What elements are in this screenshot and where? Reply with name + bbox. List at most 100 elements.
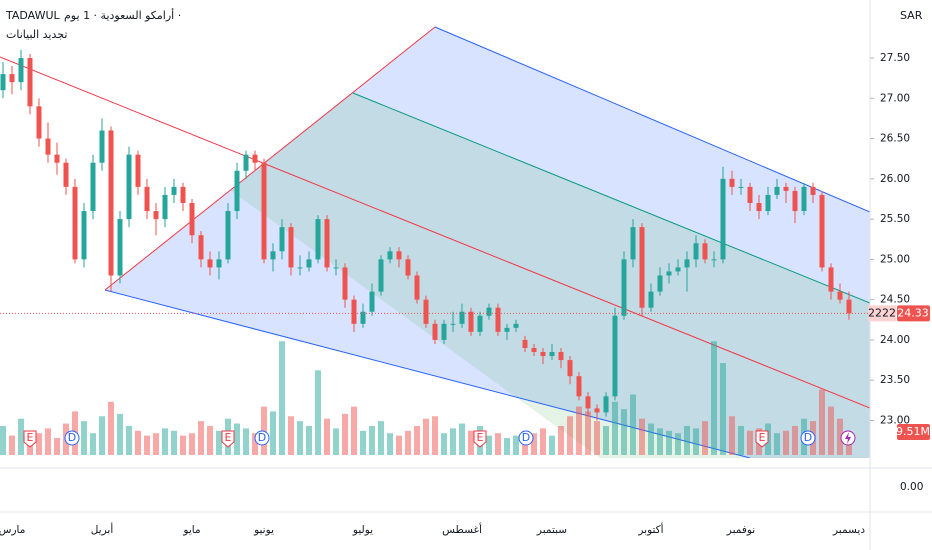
volume-bar bbox=[288, 416, 294, 455]
event-icon bbox=[254, 430, 270, 446]
x-tick-label: أبريل bbox=[91, 522, 114, 536]
volume-bar bbox=[216, 430, 222, 455]
candle-body bbox=[306, 259, 312, 268]
volume-bar bbox=[567, 416, 573, 455]
candle-body bbox=[486, 307, 492, 316]
volume-bar bbox=[675, 433, 681, 455]
candle-body bbox=[702, 243, 708, 260]
candle-body bbox=[621, 259, 627, 316]
volume-bar bbox=[612, 401, 618, 455]
volume-bar bbox=[450, 428, 456, 455]
x-tick-label: أكتوبر bbox=[637, 522, 663, 536]
y-tick-label: 27.50 bbox=[880, 52, 910, 64]
volume-bar bbox=[549, 435, 555, 455]
volume-bar bbox=[243, 428, 249, 455]
volume-bar bbox=[108, 401, 114, 455]
volume-bar bbox=[126, 425, 132, 455]
volume-bar bbox=[711, 341, 717, 455]
candle-body bbox=[675, 267, 681, 272]
status: تجديد البيانات bbox=[6, 28, 67, 41]
candle-body bbox=[846, 299, 852, 314]
drawings bbox=[0, 26, 870, 458]
volume-label: 9.51M bbox=[896, 425, 930, 438]
event-label: E bbox=[27, 431, 34, 444]
candle-body bbox=[324, 219, 330, 268]
candle-body bbox=[351, 299, 357, 324]
volume-pane bbox=[0, 341, 852, 455]
candle-body bbox=[684, 259, 690, 268]
last-price-box bbox=[897, 305, 930, 322]
y-tick-label: 23.00 bbox=[880, 414, 910, 426]
volume-bar bbox=[279, 341, 285, 455]
volume-bar bbox=[90, 433, 96, 455]
volume-bar bbox=[315, 370, 321, 455]
volume-bar bbox=[135, 430, 141, 455]
volume-bar bbox=[396, 435, 402, 455]
candle-body bbox=[432, 323, 438, 340]
volume-bar bbox=[189, 433, 195, 455]
split-bolt bbox=[845, 432, 851, 444]
candle-body bbox=[297, 267, 303, 269]
volume-bar bbox=[819, 389, 825, 455]
event-label: D bbox=[522, 431, 530, 444]
volume-bar bbox=[117, 413, 123, 455]
candle-body bbox=[612, 315, 618, 397]
x-tick-label: أغسطس bbox=[442, 522, 482, 536]
y-tick-label: 24.00 bbox=[880, 334, 910, 346]
trend-line bbox=[0, 56, 870, 409]
candle-body bbox=[414, 275, 420, 300]
candle-body bbox=[315, 219, 321, 260]
volume-bar bbox=[513, 435, 519, 455]
volume-bar bbox=[36, 433, 42, 455]
volume-bar bbox=[252, 433, 258, 455]
x-tick-label: مايو bbox=[182, 524, 200, 536]
y-tick-label: 27.00 bbox=[880, 92, 910, 104]
volume-bar bbox=[180, 435, 186, 455]
volume-bar bbox=[585, 411, 591, 455]
candle-body bbox=[18, 57, 24, 83]
volume-bar bbox=[306, 425, 312, 455]
candle-body bbox=[54, 154, 60, 163]
candle-body bbox=[135, 154, 141, 187]
volume-bar bbox=[603, 425, 609, 455]
volume-bar bbox=[666, 430, 672, 455]
candle-body bbox=[747, 186, 753, 203]
candle-body bbox=[81, 211, 87, 260]
volume-bar bbox=[531, 433, 537, 455]
volume-bar bbox=[648, 423, 654, 455]
candle-body bbox=[558, 352, 564, 361]
x-tick-label: يونيو bbox=[253, 524, 274, 536]
candle-body bbox=[441, 323, 447, 340]
volume-bar bbox=[738, 425, 744, 455]
candle-body bbox=[603, 396, 609, 413]
candle-body bbox=[378, 259, 384, 292]
candle-body bbox=[360, 311, 366, 324]
volume-bar bbox=[504, 438, 510, 455]
candle-body bbox=[0, 74, 6, 91]
volume-bar bbox=[693, 428, 699, 455]
candle-body bbox=[630, 227, 636, 260]
candle-body bbox=[711, 259, 717, 261]
candle-body bbox=[45, 138, 51, 155]
volume-bar bbox=[369, 425, 375, 455]
volume-bar bbox=[144, 435, 150, 455]
candle-body bbox=[639, 227, 645, 308]
volume-bar bbox=[774, 433, 780, 455]
candle-body bbox=[765, 194, 771, 212]
volume-bar bbox=[81, 421, 87, 455]
volume-bar bbox=[459, 423, 465, 455]
symbol-box bbox=[868, 305, 896, 322]
event-icon bbox=[23, 430, 37, 448]
volume-bar bbox=[486, 435, 492, 455]
channel-fill bbox=[105, 27, 870, 458]
candle-body bbox=[459, 311, 465, 324]
volume-bar bbox=[171, 430, 177, 455]
volume-bar bbox=[54, 438, 60, 455]
event-icon bbox=[221, 430, 235, 448]
volume-bar bbox=[621, 409, 627, 455]
candle-body bbox=[180, 186, 186, 203]
candle-body bbox=[585, 396, 591, 409]
candle-body bbox=[513, 323, 519, 328]
candles bbox=[0, 49, 852, 421]
